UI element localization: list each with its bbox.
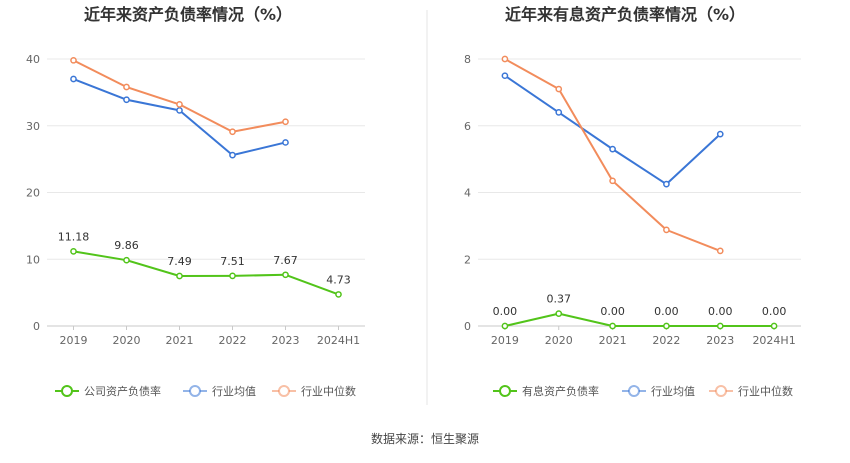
data-point[interactable]: [609, 177, 616, 185]
data-point[interactable]: [70, 75, 77, 83]
data-point[interactable]: [663, 322, 670, 330]
data-label: 0.00: [708, 305, 733, 318]
legend-marker: [189, 385, 201, 397]
x-tick-label: 2022: [652, 334, 680, 347]
series-line: [73, 78, 286, 157]
legend-marker: [715, 385, 727, 397]
data-point[interactable]: [501, 322, 509, 330]
x-tick-label: 2022: [219, 334, 247, 347]
data-label: 9.86: [114, 239, 139, 252]
data-label: 4.73: [326, 273, 351, 286]
legend-marker: [61, 385, 73, 397]
data-point[interactable]: [282, 118, 289, 126]
data-point[interactable]: [123, 96, 130, 104]
data-point[interactable]: [282, 139, 289, 146]
y-tick-label: 6: [464, 120, 471, 133]
legend-item[interactable]: 行业中位数: [709, 384, 793, 398]
data-point[interactable]: [70, 56, 77, 64]
chart-title: 近年来资产负债率情况（%）: [84, 5, 292, 24]
legend-item[interactable]: 行业均值: [622, 385, 695, 398]
series-line: [504, 74, 721, 186]
legend-label: 行业中位数: [301, 384, 356, 398]
legend-item[interactable]: 公司资产负债率: [55, 384, 161, 398]
y-tick-label: 40: [26, 53, 40, 66]
x-tick-label: 2024H1: [317, 334, 360, 347]
y-tick-label: 0: [33, 320, 40, 333]
legend-marker: [278, 385, 290, 397]
data-label: 7.49: [167, 255, 192, 268]
data-label: 11.18: [58, 230, 90, 243]
x-tick-label: 2020: [545, 334, 573, 347]
data-point[interactable]: [716, 130, 724, 138]
series-line: [73, 250, 339, 296]
data-label: 7.67: [273, 254, 298, 267]
y-tick-label: 10: [26, 253, 40, 266]
chart-panel-debt-ratio: 近年来资产负债率情况（%） 0 10 20 30 40 2019 2020 2021 2022 20…: [26, 5, 365, 398]
data-point[interactable]: [501, 55, 509, 63]
data-point[interactable]: [663, 226, 670, 234]
data-point[interactable]: [770, 322, 778, 330]
data-point[interactable]: [229, 128, 236, 136]
data-point[interactable]: [501, 72, 509, 80]
x-tick-label: 2019: [60, 334, 88, 347]
x-tick-label: 2021: [599, 334, 627, 347]
x-tick-label: 2020: [113, 334, 141, 347]
legend-item[interactable]: 有息资产负债率: [493, 384, 599, 398]
y-tick-label: 2: [464, 253, 471, 266]
y-tick-label: 0: [464, 320, 471, 333]
data-point[interactable]: [229, 151, 236, 159]
y-tick-label: 8: [464, 53, 471, 66]
source-label: 数据来源：恒生聚源: [371, 431, 479, 446]
x-tick-label: 2019: [491, 334, 519, 347]
data-label: 0.00: [600, 305, 625, 318]
chart-panel-interest-debt-ratio: 近年来有息资产负债率情况（%） 0 2 4 6 8 2019 2020 2021 2022 2023…: [464, 5, 801, 398]
data-point[interactable]: [663, 180, 670, 188]
data-point[interactable]: [176, 107, 183, 114]
x-tick-label: 2021: [166, 334, 194, 347]
legend-marker: [499, 385, 511, 397]
data-point[interactable]: [282, 271, 289, 279]
y-tick-label: 4: [464, 187, 471, 200]
data-point[interactable]: [716, 322, 724, 330]
chart-title: 近年来有息资产负债率情况（%）: [505, 5, 745, 24]
series-line: [504, 58, 721, 252]
legend-label: 行业中位数: [738, 384, 793, 398]
data-point[interactable]: [123, 83, 130, 91]
data-point[interactable]: [229, 272, 236, 280]
data-label: 0.00: [654, 305, 679, 318]
x-tick-label: 2024H1: [752, 334, 795, 347]
data-point[interactable]: [123, 256, 130, 264]
y-tick-label: 20: [26, 187, 40, 200]
data-point[interactable]: [555, 85, 563, 93]
series-line: [73, 59, 286, 133]
legend-label: 行业均值: [212, 385, 256, 398]
x-tick-label: 2023: [706, 334, 734, 347]
data-point[interactable]: [176, 101, 183, 108]
data-label: 0.00: [493, 305, 518, 318]
data-point[interactable]: [716, 247, 724, 255]
x-tick-label: 2023: [272, 334, 300, 347]
legend-label: 公司资产负债率: [84, 384, 161, 398]
data-point[interactable]: [609, 145, 616, 153]
data-point[interactable]: [555, 310, 563, 318]
data-point[interactable]: [555, 109, 563, 116]
data-point[interactable]: [609, 322, 616, 330]
data-label: 0.00: [762, 305, 787, 318]
legend-label: 行业均值: [651, 385, 695, 398]
y-tick-label: 30: [26, 120, 40, 133]
series-line: [504, 312, 775, 327]
legend-marker: [628, 385, 640, 397]
data-label: 0.37: [547, 293, 572, 306]
legend-item[interactable]: 行业中位数: [272, 384, 356, 398]
legend-label: 有息资产负债率: [522, 384, 599, 398]
data-point[interactable]: [335, 291, 342, 298]
data-point[interactable]: [176, 272, 183, 280]
legend-item[interactable]: 行业均值: [183, 385, 256, 398]
data-label: 7.51: [220, 255, 245, 268]
data-point[interactable]: [70, 248, 77, 255]
